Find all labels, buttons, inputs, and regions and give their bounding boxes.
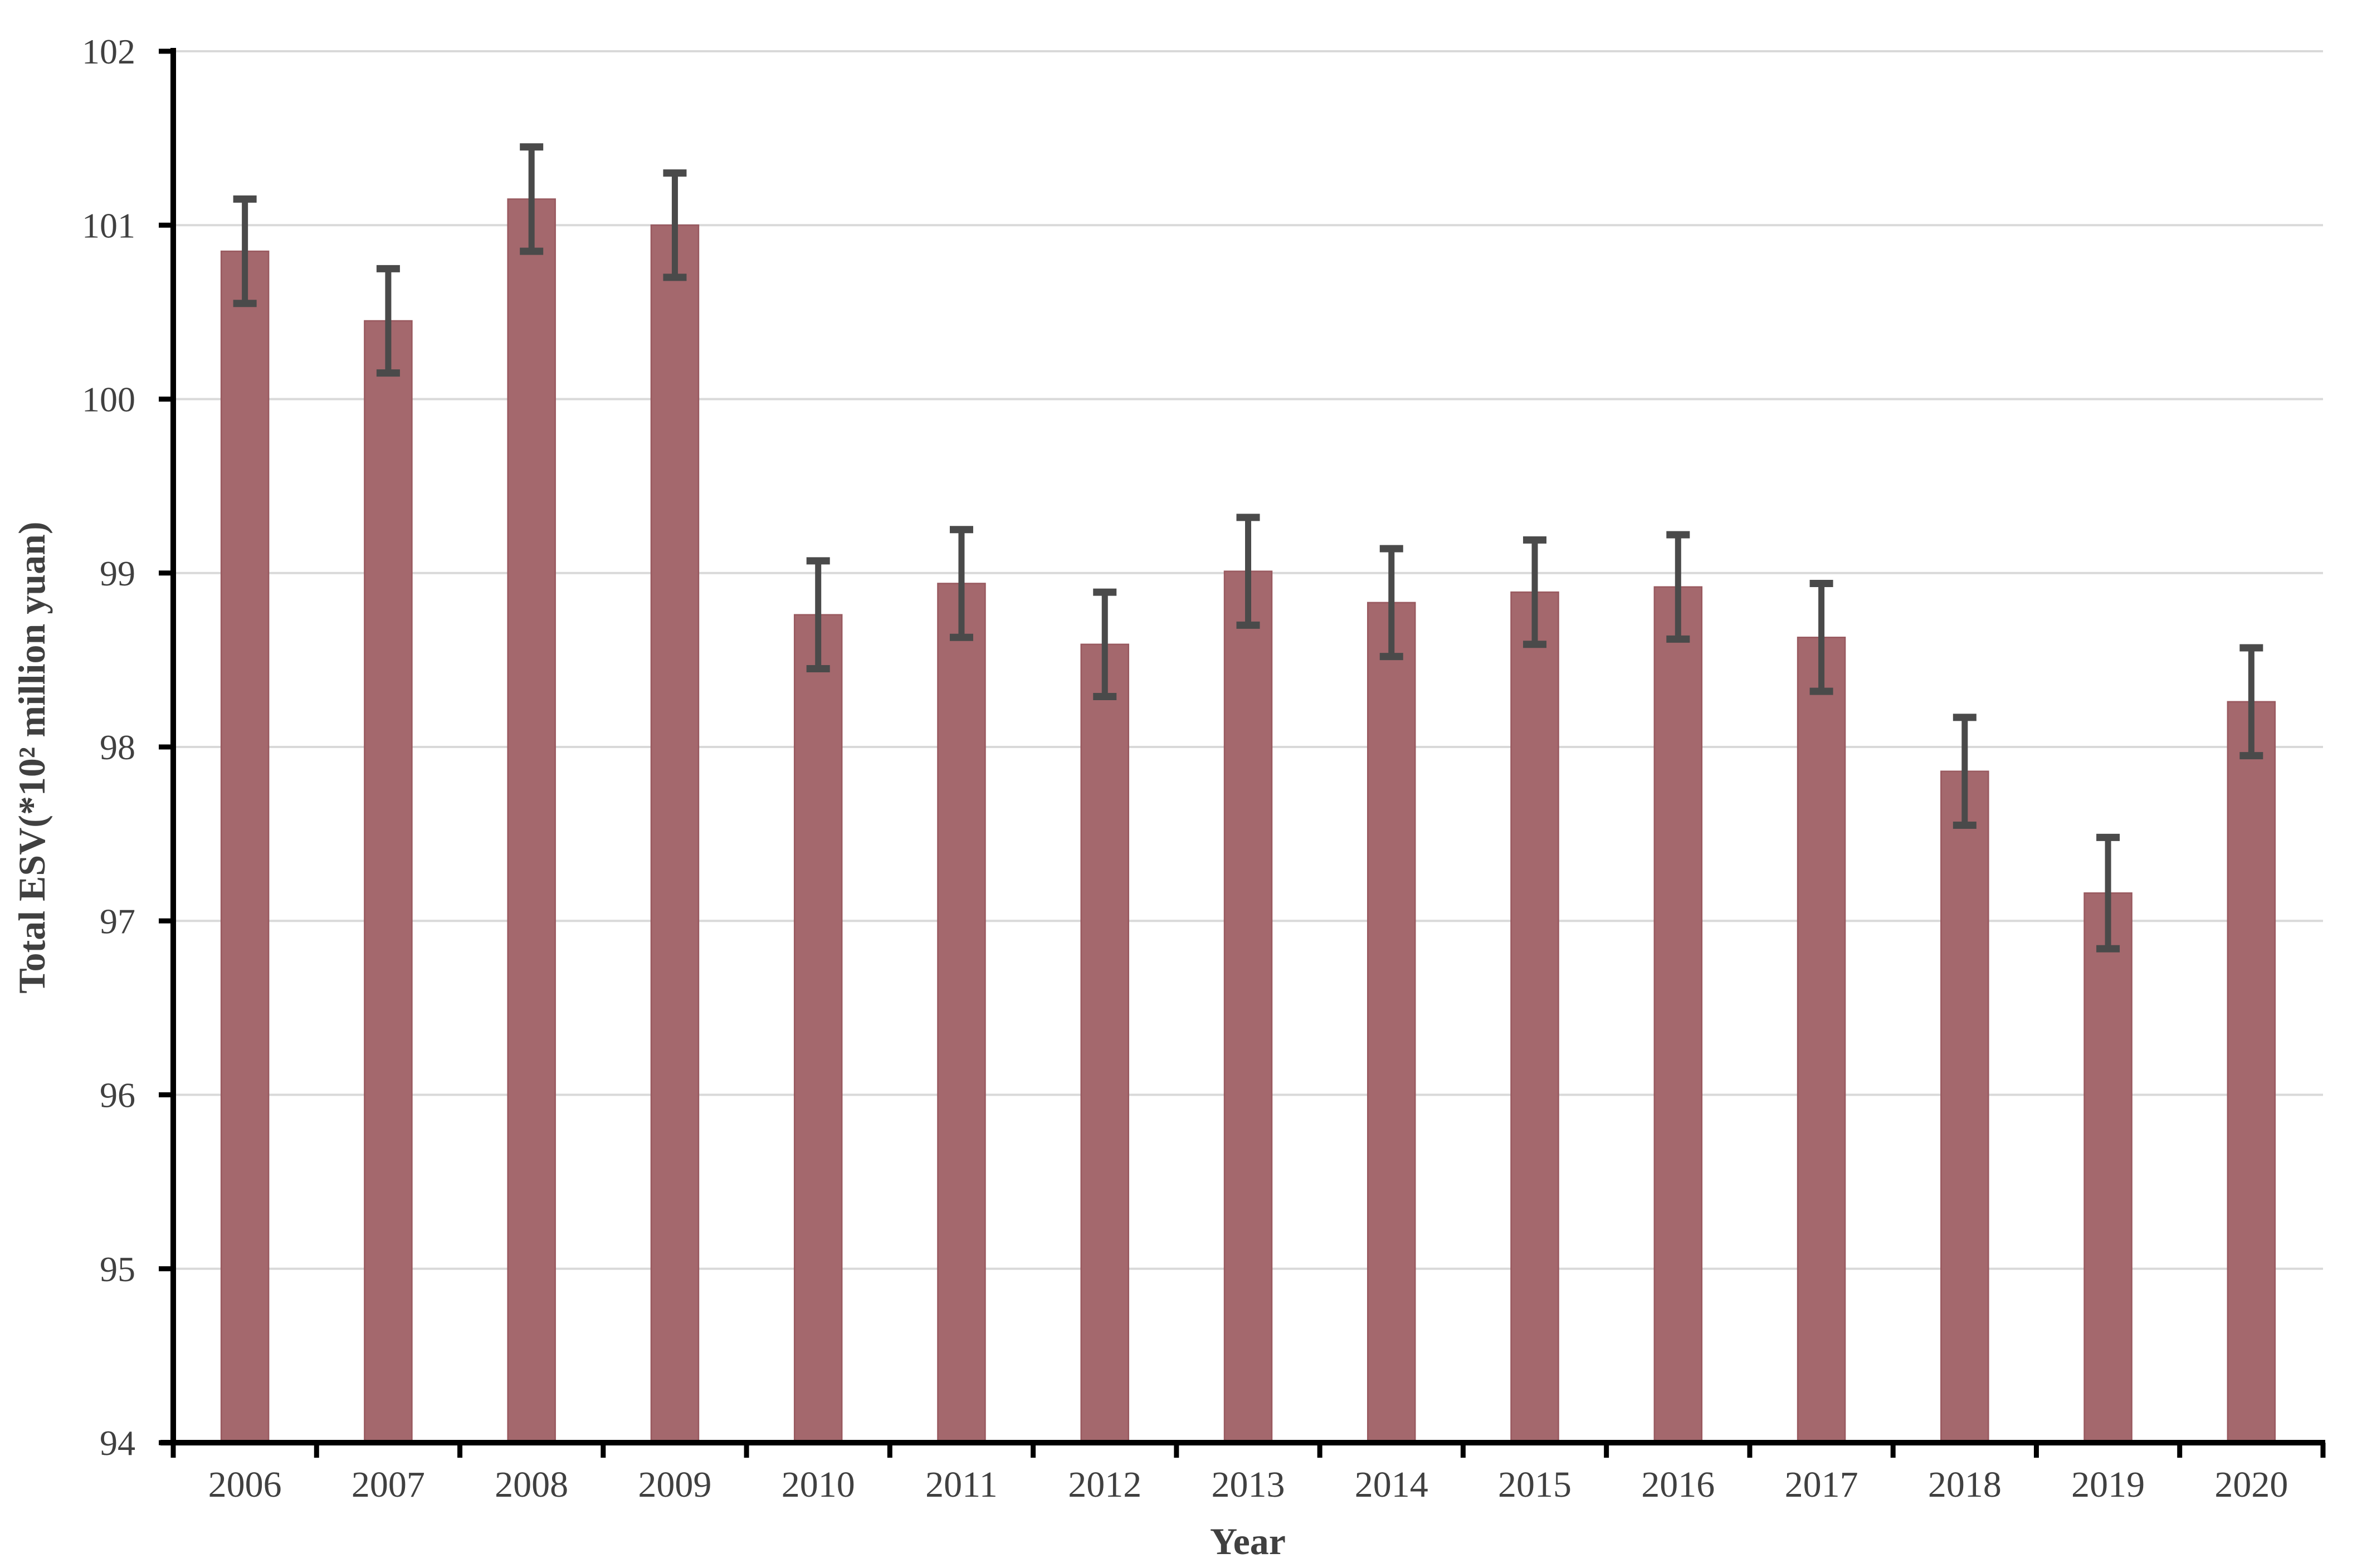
error-bar-2009 xyxy=(663,169,687,281)
x-tick-label-2008: 2008 xyxy=(495,1464,568,1505)
y-axis-title: Total ESV(*10² million yuan) xyxy=(11,521,53,993)
x-tick-label-2011: 2011 xyxy=(925,1464,998,1505)
x-tick-label-2014: 2014 xyxy=(1355,1464,1428,1505)
x-tick-label-2009: 2009 xyxy=(638,1464,711,1505)
y-tick-label-101: 101 xyxy=(82,206,135,245)
bar-2007 xyxy=(364,320,413,1444)
x-tick-label-2006: 2006 xyxy=(208,1464,282,1505)
x-tick-label-2017: 2017 xyxy=(1785,1464,1858,1505)
error-bar-2018 xyxy=(1953,714,1977,829)
error-bar-2014 xyxy=(1379,545,1403,661)
ticks-group xyxy=(159,48,2326,1458)
y-tick-label-95: 95 xyxy=(100,1249,135,1289)
error-bar-2011 xyxy=(949,526,973,641)
bar-2020 xyxy=(2227,701,2276,1444)
bar-2006 xyxy=(220,250,270,1444)
y-tick-label-99: 99 xyxy=(100,554,135,593)
bar-2015 xyxy=(1510,591,1559,1444)
tick-labels-group: 94 95 96 97 98 99 100 101 102 2006 2007 2008 2009 201… xyxy=(82,32,2288,1505)
x-tick-label-2020: 2020 xyxy=(2214,1464,2288,1505)
bars-group xyxy=(220,198,2276,1444)
error-bar-2020 xyxy=(2239,644,2263,760)
error-bar-2013 xyxy=(1236,514,1260,629)
x-tick-label-2015: 2015 xyxy=(1498,1464,1572,1505)
error-bar-2010 xyxy=(806,557,830,672)
y-tick-label-94: 94 xyxy=(100,1423,135,1463)
x-tick-label-2019: 2019 xyxy=(2071,1464,2145,1505)
y-tick-label-102: 102 xyxy=(82,32,135,71)
x-tick-label-2007: 2007 xyxy=(352,1464,425,1505)
bar-2010 xyxy=(793,614,843,1444)
bar-2017 xyxy=(1797,637,1846,1444)
error-bar-2007 xyxy=(376,265,400,377)
error-bars-group xyxy=(233,143,2263,952)
y-tick-label-96: 96 xyxy=(100,1076,135,1115)
x-tick-label-2010: 2010 xyxy=(782,1464,855,1505)
bar-2019 xyxy=(2083,892,2132,1444)
x-tick-label-2013: 2013 xyxy=(1212,1464,1285,1505)
x-tick-label-2016: 2016 xyxy=(1641,1464,1715,1505)
x-tick-label-2018: 2018 xyxy=(1928,1464,2002,1505)
error-bar-2006 xyxy=(233,195,257,307)
error-bar-2017 xyxy=(1809,579,1833,695)
error-bar-2019 xyxy=(2096,833,2120,952)
bar-2016 xyxy=(1653,586,1703,1444)
y-tick-label-98: 98 xyxy=(100,727,135,767)
x-tick-label-2012: 2012 xyxy=(1068,1464,1141,1505)
y-tick-label-97: 97 xyxy=(100,901,135,941)
bar-2014 xyxy=(1367,602,1416,1444)
x-axis-title: Year xyxy=(1210,1520,1286,1562)
error-bar-2016 xyxy=(1666,531,1690,643)
bar-2012 xyxy=(1080,643,1129,1444)
error-bar-2012 xyxy=(1093,588,1117,700)
error-bar-2015 xyxy=(1523,536,1547,648)
bar-2011 xyxy=(937,583,986,1444)
bar-2018 xyxy=(1940,770,1989,1444)
bar-2013 xyxy=(1223,570,1273,1444)
error-bar-2008 xyxy=(520,143,544,255)
y-tick-label-100: 100 xyxy=(82,380,135,419)
bar-2008 xyxy=(507,198,556,1444)
bar-2009 xyxy=(650,224,700,1444)
